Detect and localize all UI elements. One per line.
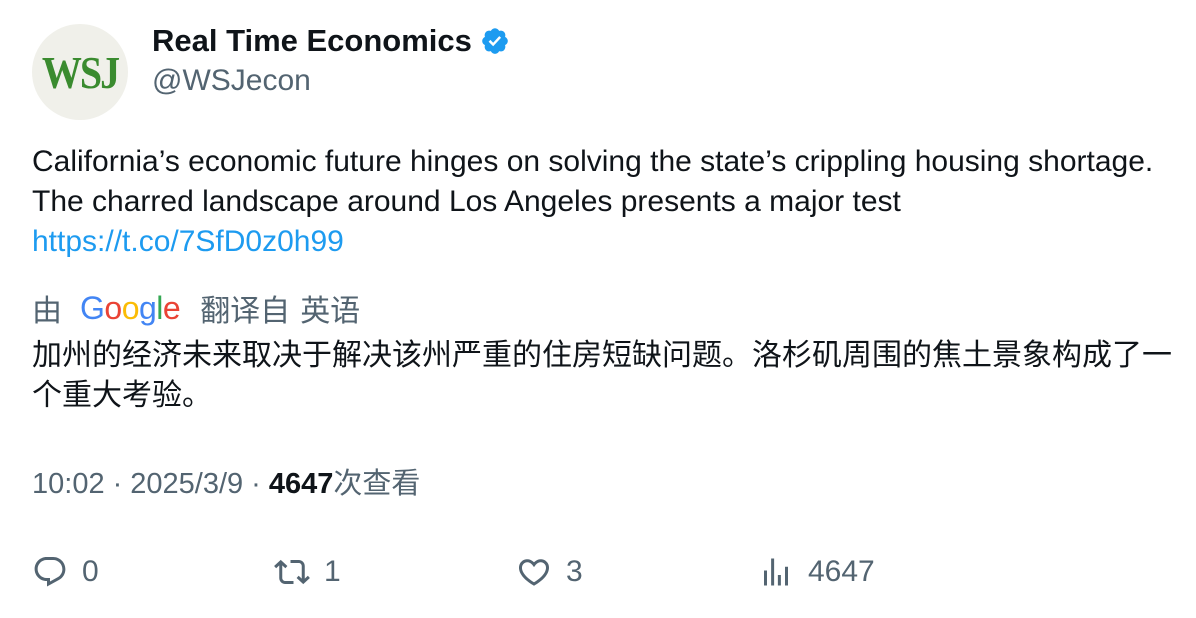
author-name-row: Real Time Economics bbox=[152, 22, 510, 60]
view-count: 4647 bbox=[268, 468, 334, 500]
tweet-meta: 10:02 · 2025/3/9 · 4647 次查看 bbox=[32, 464, 420, 504]
tweet-date[interactable]: 2025/3/9 bbox=[130, 468, 244, 500]
reply-icon bbox=[34, 557, 66, 587]
action-bar: 0 1 3 4647 bbox=[32, 550, 1162, 594]
retweet-icon bbox=[274, 559, 310, 585]
retweet-count: 1 bbox=[324, 555, 341, 588]
avatar[interactable]: WSJ bbox=[32, 24, 128, 120]
google-letter: G bbox=[80, 289, 105, 326]
google-letter: o bbox=[104, 289, 122, 326]
google-letter: o bbox=[121, 289, 140, 326]
author-display-name[interactable]: Real Time Economics bbox=[152, 23, 472, 58]
translated-text: 加州的经济未来取决于解决该州严重的住房短缺问题。洛杉矶周围的焦土景象构成了一个重… bbox=[32, 339, 1172, 412]
translated-from-label: 翻译自 bbox=[200, 295, 291, 328]
translation-prefix: 由 bbox=[32, 295, 62, 328]
google-letter: g bbox=[138, 289, 157, 326]
google-letter: e bbox=[162, 289, 181, 326]
views-icon bbox=[764, 558, 788, 586]
reply-button[interactable]: 0 bbox=[32, 550, 99, 594]
tweet-time[interactable]: 10:02 bbox=[32, 468, 105, 500]
tweet-link[interactable]: https://t.co/7SfD0z0h99 bbox=[32, 225, 344, 258]
tweet-body: California’s economic future hinges on s… bbox=[32, 145, 1154, 218]
meta-separator: · bbox=[251, 468, 261, 500]
wsj-logo: WSJ bbox=[41, 46, 120, 98]
verified-badge-icon bbox=[480, 26, 510, 56]
author-handle[interactable]: @WSJecon bbox=[152, 64, 311, 97]
translation-attribution: 由 G o o g l e 翻译自 英语 bbox=[32, 286, 360, 330]
meta-separator: · bbox=[112, 468, 123, 500]
tweet-text: California’s economic future hinges on s… bbox=[32, 142, 1162, 262]
reply-count: 0 bbox=[82, 555, 99, 588]
google-letter: l bbox=[156, 289, 163, 326]
like-icon bbox=[518, 559, 550, 586]
retweet-button[interactable]: 1 bbox=[274, 550, 341, 594]
source-language: 英语 bbox=[300, 295, 361, 328]
views-label: 次查看 bbox=[333, 468, 421, 500]
like-button[interactable]: 3 bbox=[516, 550, 583, 594]
google-logo[interactable]: G o o g l e bbox=[80, 289, 181, 327]
like-count: 3 bbox=[566, 555, 583, 588]
views-button[interactable]: 4647 bbox=[758, 550, 875, 594]
views-count: 4647 bbox=[808, 555, 875, 588]
